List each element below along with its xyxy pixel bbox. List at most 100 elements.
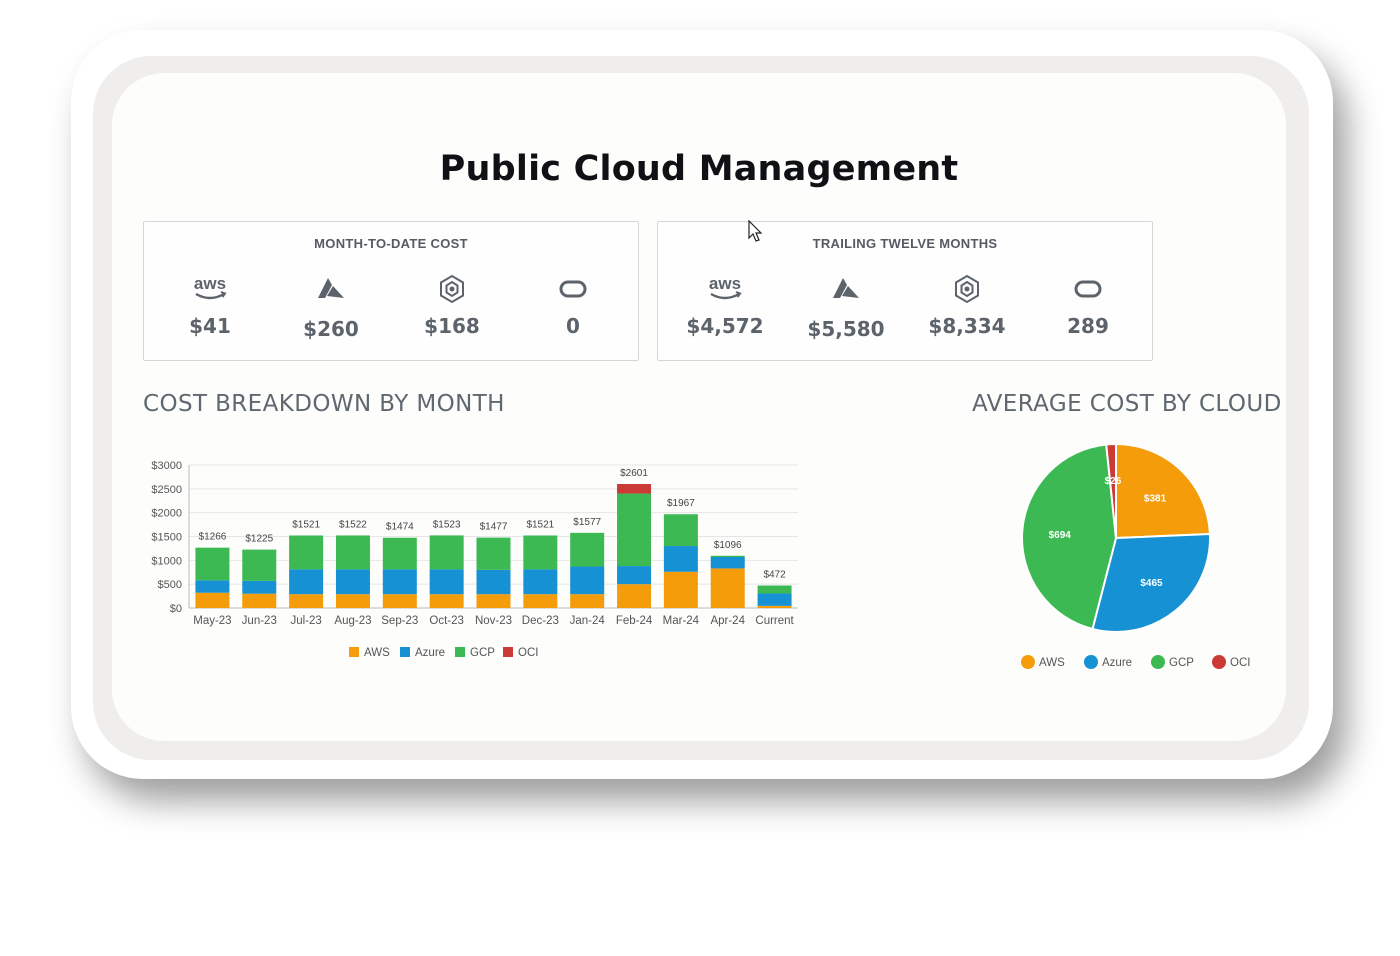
legend-swatch xyxy=(349,647,359,657)
bar-segment-aws xyxy=(710,568,745,608)
legend-swatch xyxy=(1021,655,1035,669)
mouse-cursor-icon xyxy=(748,219,764,249)
pie-slice-azure xyxy=(1091,532,1211,633)
pie-slice-oci xyxy=(1105,442,1117,539)
bar-segment-gcp xyxy=(476,537,511,570)
frame-ring: Public Cloud Management MONTH-TO-DATE CO… xyxy=(93,56,1309,760)
metric-gcp[interactable]: $8,334 xyxy=(912,272,1022,338)
frame-outer: Public Cloud Management MONTH-TO-DATE CO… xyxy=(71,30,1333,779)
bar-total-label: $1522 xyxy=(339,519,367,530)
bar-total-label: $1521 xyxy=(292,519,320,530)
x-tick-label: Dec-23 xyxy=(522,615,559,627)
legend-label: Azure xyxy=(1102,657,1132,669)
azure-icon xyxy=(276,272,386,306)
x-tick-label: Sep-23 xyxy=(381,615,418,627)
bar-total-label: $472 xyxy=(763,570,786,581)
page-title: Public Cloud Management xyxy=(439,149,959,189)
y-tick-label: $500 xyxy=(158,579,182,591)
bar-total-label: $1225 xyxy=(245,534,273,545)
azure-icon xyxy=(791,272,901,306)
bar-segment-gcp xyxy=(289,535,324,570)
bar-segment-aws xyxy=(757,605,792,608)
metric-oci[interactable]: 289 xyxy=(1033,272,1143,338)
x-tick-label: Apr-24 xyxy=(710,615,745,627)
bar-segment-aws xyxy=(382,594,417,608)
pie-value-label: $694 xyxy=(1049,530,1072,541)
pie-value-label: $26 xyxy=(1105,476,1122,487)
bar-segment-aws xyxy=(429,594,464,608)
metric-value: $8,334 xyxy=(928,314,1006,338)
bar-segment-gcp xyxy=(382,537,417,570)
metric-aws[interactable]: aws $4,572 xyxy=(670,272,780,338)
x-tick-label: Jul-23 xyxy=(290,615,321,627)
x-tick-label: Feb-24 xyxy=(616,615,653,627)
oci-icon xyxy=(518,272,628,306)
bar-segment-aws xyxy=(242,593,277,608)
x-tick-label: Oct-23 xyxy=(429,615,464,627)
month-to-date-card[interactable]: MONTH-TO-DATE COST aws $41 $260 $168 0 xyxy=(143,221,639,361)
legend-swatch xyxy=(400,647,410,657)
metric-azure[interactable]: $5,580 xyxy=(791,272,901,341)
x-tick-label: Nov-23 xyxy=(475,615,512,627)
dashboard-panel: Public Cloud Management MONTH-TO-DATE CO… xyxy=(112,73,1286,741)
metric-gcp[interactable]: $168 xyxy=(397,272,507,338)
bar-segment-azure xyxy=(663,546,698,572)
pie-chart-title: AVERAGE COST BY CLOUD xyxy=(972,391,1282,417)
y-tick-label: $3000 xyxy=(151,460,182,472)
gcp-icon xyxy=(912,272,1022,306)
svg-text:aws: aws xyxy=(194,274,226,293)
bar-chart-title: COST BREAKDOWN BY MONTH xyxy=(143,391,505,417)
bar-total-label: $1523 xyxy=(433,519,461,530)
metric-value: $41 xyxy=(189,314,231,338)
bar-total-label: $1967 xyxy=(667,498,695,509)
bar-segment-gcp xyxy=(195,547,230,581)
pie-chart[interactable]: $381 $465 $694 $26 AWS Azure GCP OCI xyxy=(992,425,1272,675)
bar-segment-aws xyxy=(289,594,324,608)
metric-oci[interactable]: 0 xyxy=(518,272,628,338)
bar-segment-azure xyxy=(617,566,652,585)
bar-total-label: $1477 xyxy=(480,522,508,533)
card-title: TRAILING TWELVE MONTHS xyxy=(812,236,998,251)
legend-swatch xyxy=(1212,655,1226,669)
bar-segment-aws xyxy=(570,594,605,608)
aws-icon: aws xyxy=(670,272,780,306)
oci-icon xyxy=(1033,272,1143,306)
bar-segment-aws xyxy=(335,594,370,608)
bar-segment-gcp xyxy=(335,535,370,570)
x-tick-label: Aug-23 xyxy=(334,615,371,627)
y-tick-label: $1000 xyxy=(151,555,182,567)
bar-segment-gcp xyxy=(710,555,745,557)
metric-azure[interactable]: $260 xyxy=(276,272,386,341)
bar-segment-azure xyxy=(335,569,370,595)
y-tick-label: $1500 xyxy=(151,532,182,544)
bar-segment-azure xyxy=(757,593,792,606)
metric-value: 289 xyxy=(1067,314,1109,338)
bar-segment-azure xyxy=(429,569,464,595)
bar-segment-oci xyxy=(617,484,652,494)
metric-value: $260 xyxy=(303,317,359,341)
pie-slice-gcp xyxy=(1021,443,1118,631)
bar-segment-azure xyxy=(710,556,745,569)
bar-segment-azure xyxy=(476,569,511,595)
bar-segment-gcp xyxy=(757,585,792,594)
card-title: MONTH-TO-DATE COST xyxy=(314,236,468,251)
bar-segment-azure xyxy=(289,569,324,595)
x-tick-label: Current xyxy=(755,615,794,627)
x-tick-label: Mar-24 xyxy=(663,615,700,627)
bar-chart[interactable]: $0 $500 $1000 $1500 $2000 $2500 $3000 $1266 May-… xyxy=(132,438,812,663)
metric-aws[interactable]: aws $41 xyxy=(155,272,265,338)
legend-swatch xyxy=(455,647,465,657)
metric-value: $5,580 xyxy=(807,317,885,341)
bar-segment-gcp xyxy=(617,493,652,567)
gcp-icon xyxy=(397,272,507,306)
bar-segment-aws xyxy=(663,571,698,608)
bar-segment-aws xyxy=(617,584,652,608)
bar-total-label: $1474 xyxy=(386,522,414,533)
trailing-twelve-months-card[interactable]: TRAILING TWELVE MONTHS aws $4,572 $5,580… xyxy=(657,221,1153,361)
bar-segment-gcp xyxy=(242,549,277,581)
aws-icon: aws xyxy=(155,272,265,306)
metric-value: $4,572 xyxy=(686,314,764,338)
bar-segment-aws xyxy=(195,592,230,608)
bar-total-label: $1096 xyxy=(714,540,742,551)
y-tick-label: $2500 xyxy=(151,484,182,496)
